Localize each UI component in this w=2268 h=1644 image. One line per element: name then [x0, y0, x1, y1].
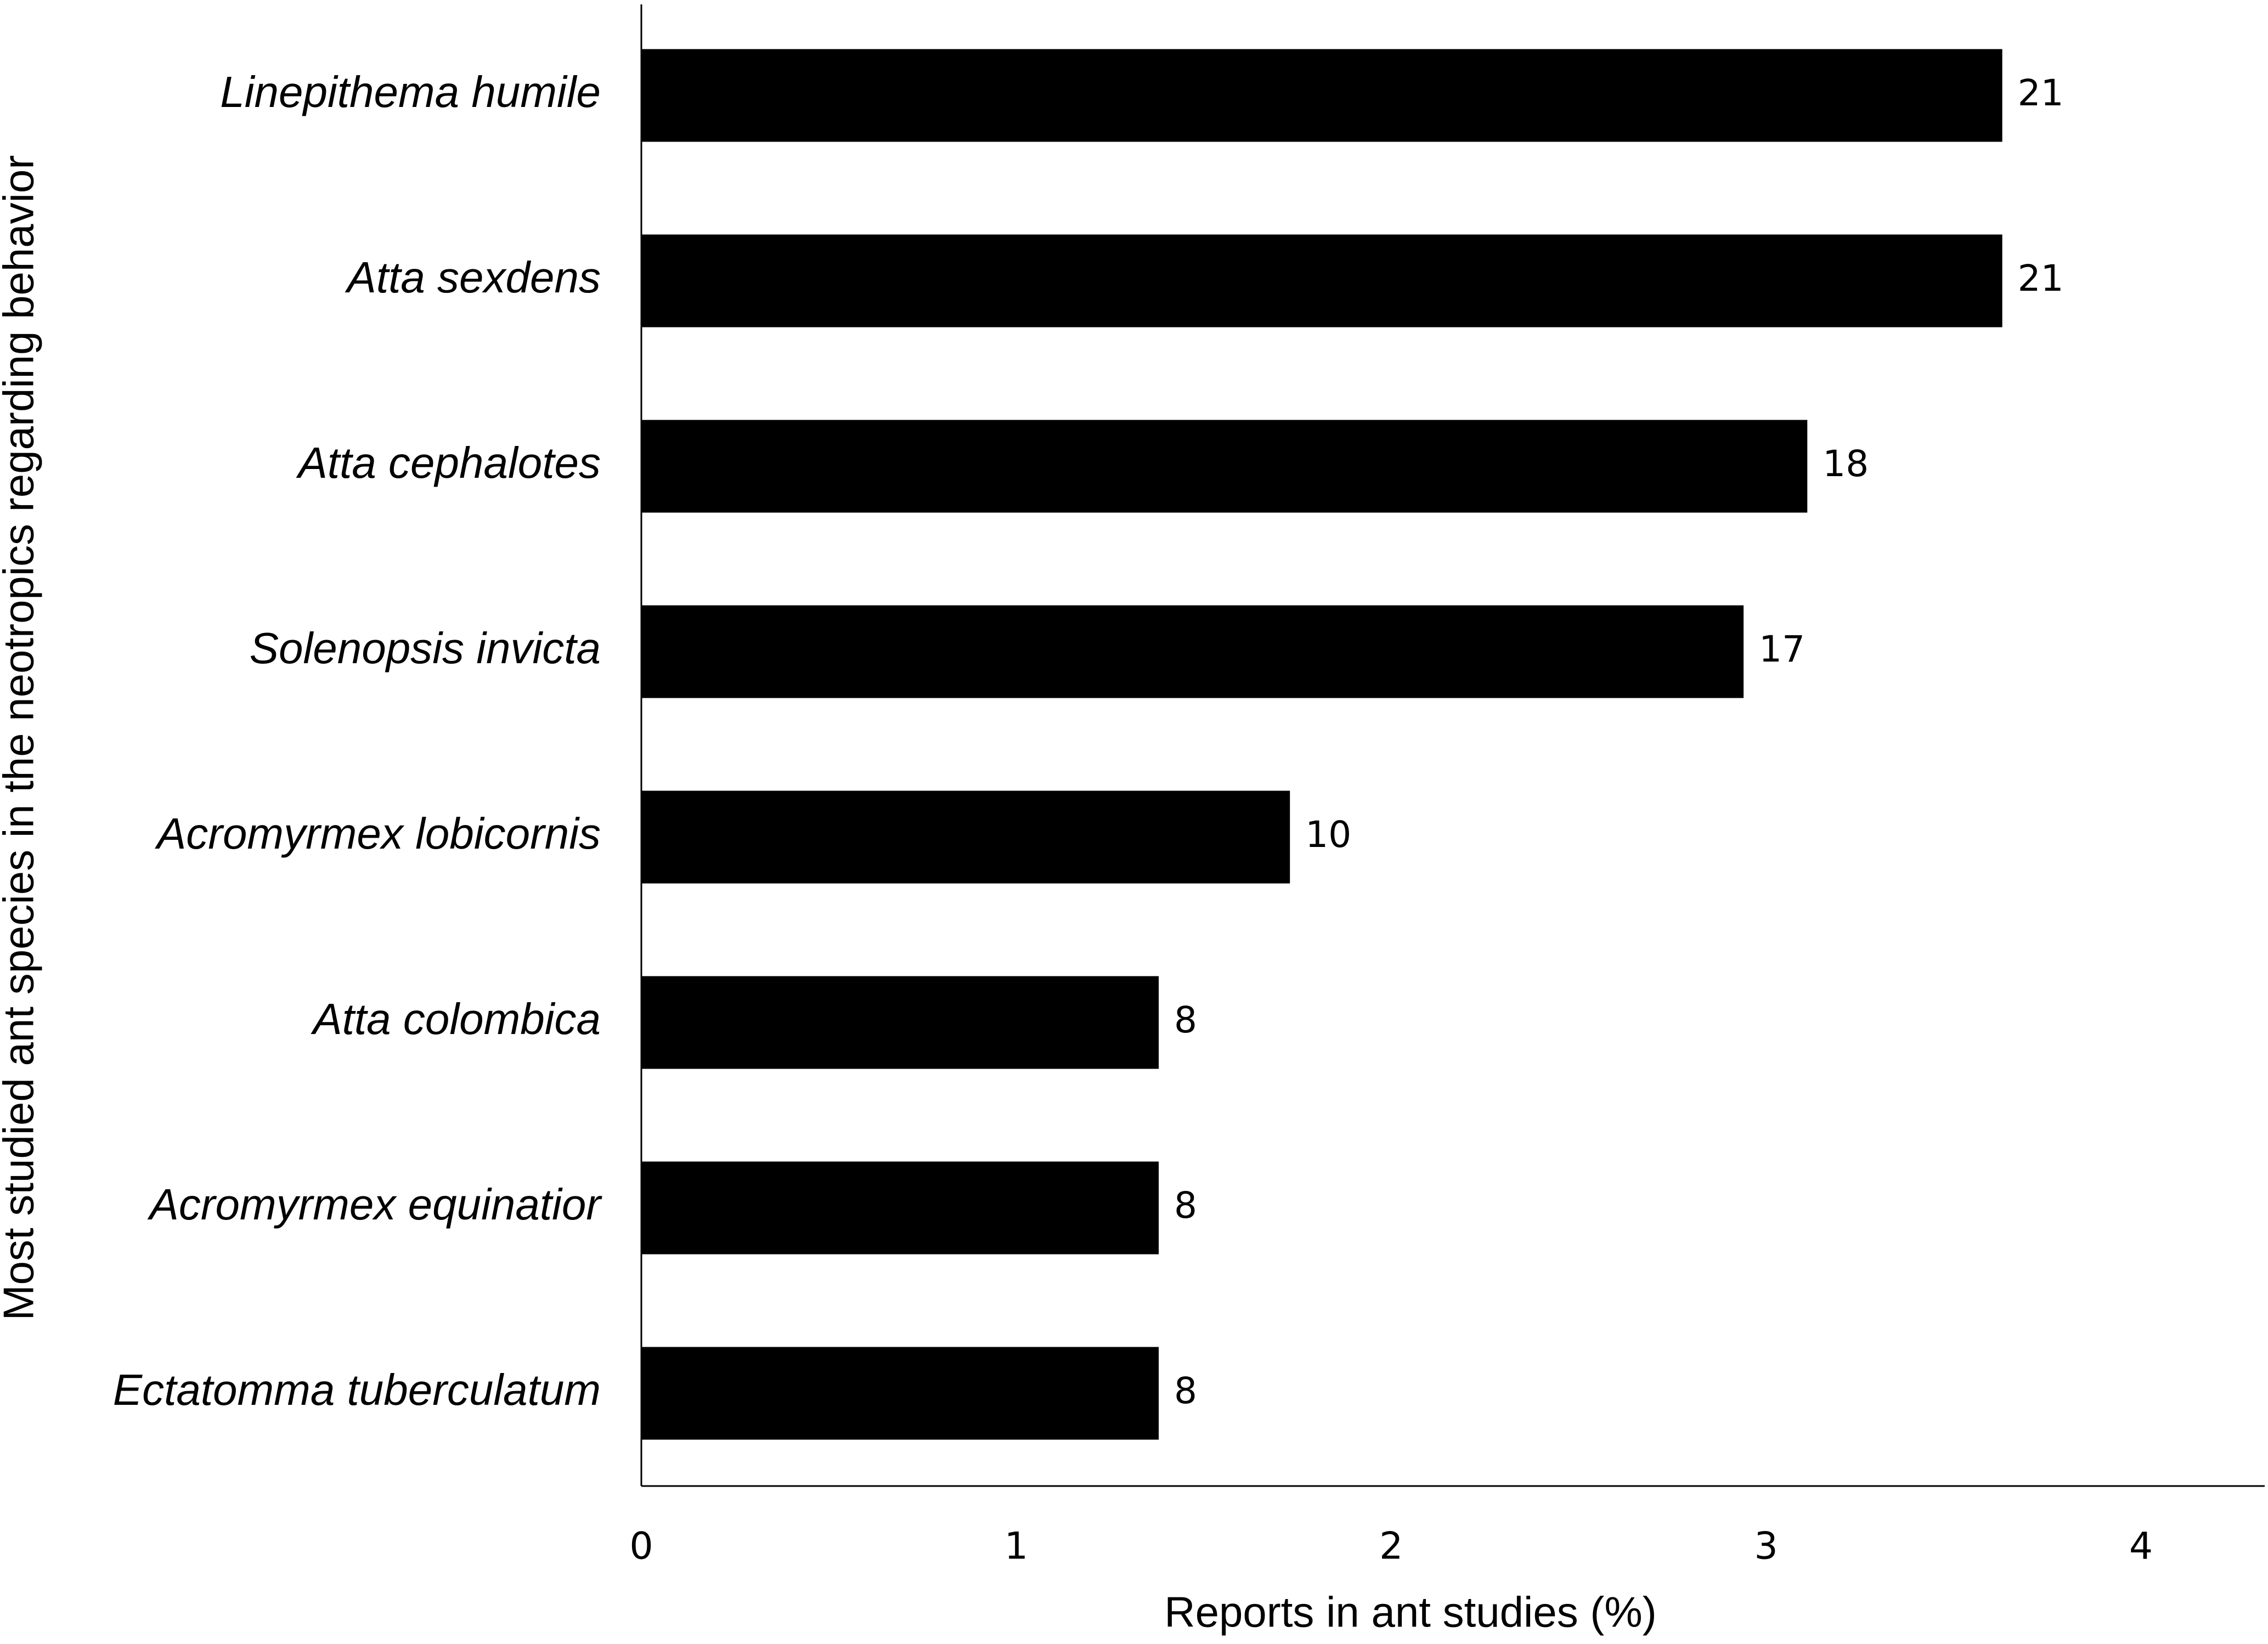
count-label: 21 [2018, 257, 2064, 300]
count-label: 18 [1823, 443, 1869, 485]
count-label: 10 [1305, 813, 1351, 856]
bar [641, 605, 1744, 698]
x-tick-label: 2 [1379, 1525, 1403, 1568]
category-label: Atta sexdens [345, 253, 601, 302]
x-axis-title: Reports in ant studies (%) [1164, 1588, 1656, 1636]
bar [641, 234, 2002, 327]
category-label: Ectatomma tuberculatum [113, 1365, 601, 1414]
category-label: Atta colombica [311, 995, 601, 1043]
count-label: 8 [1174, 1370, 1197, 1412]
bar [641, 420, 1808, 513]
count-label: 21 [2018, 72, 2064, 114]
category-label: Atta cephalotes [296, 438, 601, 487]
bar [641, 49, 2002, 142]
category-label: Acromyrmex lobicornis [155, 809, 601, 858]
bar [641, 1347, 1159, 1440]
bar [641, 1161, 1159, 1255]
count-label: 8 [1174, 1184, 1197, 1227]
y-axis-title: Most studied ant species in the neotropi… [0, 155, 43, 1321]
bar [641, 976, 1159, 1069]
category-label: Acromyrmex equinatior [148, 1180, 603, 1229]
bar [641, 790, 1290, 884]
x-tick-label: 1 [1005, 1525, 1028, 1568]
x-tick-label: 0 [629, 1525, 653, 1568]
x-tick-label: 4 [2129, 1525, 2153, 1568]
count-label: 8 [1174, 999, 1197, 1041]
category-label: Solenopsis invicta [250, 624, 601, 673]
category-label: Linepithema humile [220, 67, 601, 116]
count-label: 17 [1759, 628, 1805, 670]
x-tick-label: 3 [1754, 1525, 1778, 1568]
